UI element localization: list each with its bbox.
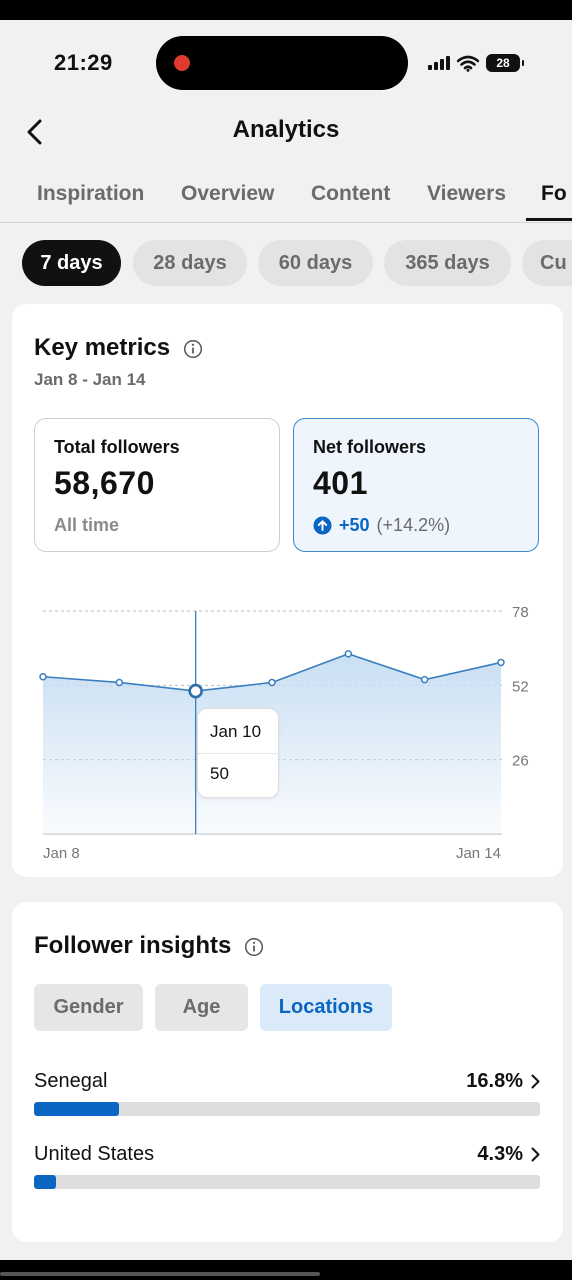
y-tick-label: 78 — [512, 604, 529, 621]
data-point — [188, 683, 203, 699]
follower-insights-heading: Follower insights — [34, 932, 264, 960]
tab-bar: Inspiration Overview Content Viewers Fo — [0, 172, 572, 223]
status-icons: 28 — [428, 52, 524, 74]
y-tick-label: 26 — [512, 753, 529, 770]
data-point — [420, 675, 429, 684]
location-percent: 16.8% — [466, 1070, 540, 1093]
active-tab-indicator — [526, 218, 572, 221]
home-indicator — [0, 1272, 320, 1276]
tooltip-value: 50 — [210, 764, 229, 783]
chevron-left-icon — [27, 119, 42, 145]
status-time: 21:29 — [54, 50, 113, 75]
tab-overview[interactable]: Overview — [181, 182, 275, 205]
net-followers-label: Net followers — [313, 437, 427, 457]
wifi-icon — [457, 55, 479, 72]
x-tick-label: Jan 14 — [456, 845, 501, 862]
segment-gender[interactable]: Gender — [34, 984, 143, 1031]
arrow-up-circle-icon — [313, 516, 332, 535]
segment-locations[interactable]: Locations — [260, 984, 392, 1031]
net-followers-card[interactable]: Net followers 401 +50 (+14.2%) — [293, 418, 539, 552]
back-button[interactable] — [18, 112, 50, 152]
data-point — [497, 658, 505, 667]
battery-icon: 28 — [486, 54, 524, 72]
info-icon[interactable] — [183, 339, 203, 359]
range-custom[interactable]: Cu — [522, 240, 572, 286]
key-metrics-card: Key metrics Jan 8 - Jan 14 Total followe… — [12, 304, 563, 877]
followers-chart[interactable]: 78 52 26 Jan 8 Jan 14 — [12, 304, 563, 877]
recording-indicator-icon — [174, 55, 190, 71]
total-followers-card[interactable]: Total followers 58,670 All time — [34, 418, 280, 552]
range-7-days[interactable]: 7 days — [22, 240, 121, 286]
net-followers-value: 401 — [313, 465, 368, 501]
total-followers-label: Total followers — [54, 437, 180, 457]
date-range: Jan 8 - Jan 14 — [34, 370, 146, 389]
net-change-percent: (+14.2%) — [376, 515, 451, 535]
tooltip-date: Jan 10 — [210, 722, 262, 741]
follower-insights-title: Follower insights — [34, 932, 232, 959]
location-name: Senegal — [34, 1070, 108, 1092]
data-point — [115, 678, 124, 687]
data-point — [268, 678, 276, 687]
follower-insights-card: Follower insights Gender Age Locations S… — [12, 902, 563, 1242]
location-bar-track — [34, 1102, 540, 1116]
chart-tooltip: Jan 10 50 — [197, 708, 279, 798]
y-tick-label: 52 — [512, 678, 529, 695]
total-followers-period: All time — [54, 515, 120, 535]
location-bar-fill — [34, 1175, 56, 1189]
tab-followers[interactable]: Fo — [541, 182, 567, 205]
key-metrics-heading: Key metrics — [34, 334, 203, 362]
tab-viewers[interactable]: Viewers — [427, 182, 507, 205]
dynamic-island — [156, 36, 408, 90]
chevron-right-icon — [531, 1147, 540, 1162]
cellular-signal-icon — [428, 56, 450, 70]
data-point — [39, 673, 47, 681]
key-metrics-title: Key metrics — [34, 334, 171, 361]
location-bar-track — [34, 1175, 540, 1189]
segment-age[interactable]: Age — [155, 984, 248, 1031]
analytics-screen: 21:29 28 Analytics Inspiration Overview … — [0, 20, 572, 1260]
location-bar-fill — [34, 1102, 119, 1116]
range-365-days[interactable]: 365 days — [384, 240, 511, 286]
page-title: Analytics — [232, 116, 340, 143]
chevron-right-icon — [531, 1074, 540, 1089]
net-followers-change: +50 (+14.2%) — [313, 515, 450, 536]
tab-inspiration[interactable]: Inspiration — [37, 182, 145, 205]
tab-content[interactable]: Content — [311, 182, 391, 205]
location-percent: 4.3% — [477, 1143, 540, 1166]
range-60-days[interactable]: 60 days — [258, 240, 373, 286]
x-tick-label: Jan 8 — [43, 845, 80, 862]
data-point — [344, 650, 353, 658]
range-28-days[interactable]: 28 days — [133, 240, 247, 286]
info-icon[interactable] — [244, 937, 264, 957]
net-change-value: +50 — [339, 515, 370, 535]
location-name: United States — [34, 1143, 155, 1165]
total-followers-value: 58,670 — [54, 465, 155, 501]
tooltip-divider — [198, 753, 278, 754]
